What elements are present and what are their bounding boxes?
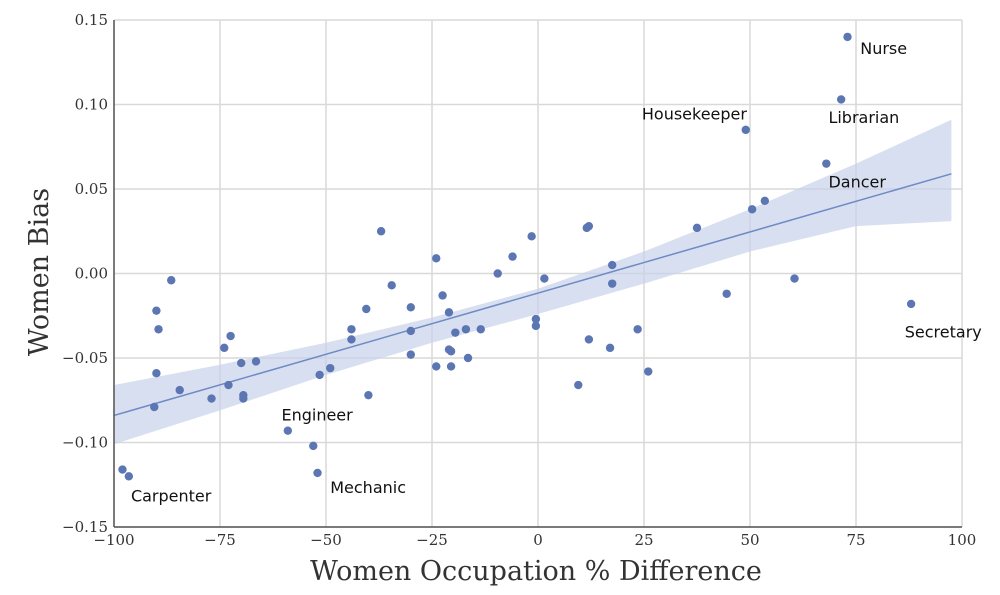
regression-line: [113, 173, 952, 417]
point-annotations: Nurse Librarian Housekeeper Dancer Secretary…: [131, 39, 982, 506]
data-point: [150, 402, 159, 412]
data-point: [438, 291, 447, 300]
data-point: [633, 325, 642, 334]
y-tick-label: 0.00: [75, 265, 108, 283]
data-point: [251, 357, 261, 366]
data-point: [347, 335, 356, 344]
data-point: [226, 331, 235, 341]
x-axis-title: Women Occupation % Difference: [310, 556, 762, 587]
x-tick-label: 100: [948, 531, 977, 549]
data-point: [315, 370, 324, 380]
data-point: [608, 279, 617, 288]
data-point: [326, 363, 335, 373]
data-point: [118, 465, 127, 474]
data-point: [175, 385, 184, 395]
y-tick-label: −0.05: [62, 349, 108, 367]
y-tick-label: 0.15: [75, 11, 108, 29]
y-tick-label: −0.10: [62, 434, 108, 452]
data-point: [362, 304, 371, 314]
data-point: [461, 325, 471, 334]
data-point: [760, 196, 770, 206]
data-point: [406, 326, 415, 336]
y-tick-label: −0.15: [62, 518, 108, 536]
data-point: [220, 343, 229, 353]
data-point: [747, 205, 757, 214]
data-point: [239, 394, 248, 403]
data-point: [283, 426, 293, 435]
data-point: [154, 325, 163, 334]
data-point: [347, 325, 356, 334]
data-point: [376, 227, 386, 236]
data-point: [152, 306, 161, 315]
data-point: [493, 269, 502, 278]
data-point: [531, 314, 541, 324]
data-point: [540, 274, 549, 283]
data-point: [692, 223, 702, 233]
data-point: [574, 380, 583, 390]
data-point: [722, 289, 731, 298]
x-tick-label: −75: [204, 531, 236, 549]
data-point: [822, 159, 831, 168]
annotation-label: Housekeeper: [642, 105, 748, 124]
plot-frame: [113, 20, 962, 528]
grid-lines: [113, 19, 963, 528]
data-point: [313, 468, 322, 478]
annotation-label: Dancer: [828, 172, 886, 191]
data-point: [152, 369, 161, 378]
data-point: [124, 472, 134, 481]
data-point: [432, 254, 441, 263]
data-point: [531, 321, 541, 331]
data-point: [508, 252, 517, 261]
x-tick-label: 25: [634, 531, 653, 549]
data-point: [527, 232, 536, 241]
data-point: [741, 125, 750, 135]
data-point: [432, 362, 441, 371]
data-point: [309, 441, 318, 451]
data-point: [446, 347, 456, 356]
annotation-label: Secretary: [905, 323, 982, 342]
annotation-label: Mechanic: [330, 478, 406, 497]
data-point: [476, 325, 485, 334]
y-tick-labels: −0.15 −0.10 −0.05 0.00 0.05 0.10 0.15: [62, 11, 108, 536]
annotation-label: Librarian: [828, 108, 899, 127]
data-point: [207, 394, 216, 403]
data-point: [584, 221, 594, 231]
data-point: [406, 303, 415, 312]
y-tick-label: 0.10: [75, 96, 108, 114]
data-point: [451, 328, 460, 337]
x-tick-label: 75: [846, 531, 865, 549]
annotation-label: Engineer: [281, 406, 353, 425]
data-point: [608, 260, 617, 270]
x-tick-label: −100: [93, 531, 134, 549]
data-point: [790, 274, 799, 283]
data-point: [406, 350, 415, 359]
data-point: [906, 299, 916, 309]
x-tick-label: 0: [533, 531, 543, 549]
confidence-band: [114, 119, 952, 445]
data-points: [118, 32, 916, 481]
data-point: [364, 390, 373, 400]
x-tick-label: −25: [416, 531, 448, 549]
data-point: [605, 343, 615, 353]
data-point: [237, 358, 246, 368]
data-point: [843, 32, 852, 42]
data-point: [444, 308, 454, 317]
data-point: [446, 362, 456, 371]
data-point: [167, 276, 176, 285]
data-point: [224, 380, 233, 390]
data-point: [387, 281, 396, 290]
data-point: [584, 335, 594, 344]
data-point: [463, 353, 473, 363]
annotation-label: Carpenter: [131, 487, 212, 506]
annotation-label: Nurse: [860, 39, 907, 58]
y-tick-label: 0.05: [75, 180, 108, 198]
x-tick-label: −50: [310, 531, 342, 549]
x-tick-labels: −100 −75 −50 −25 0 25 50 75 100: [93, 531, 976, 549]
x-tick-label: 50: [740, 531, 759, 549]
data-point: [836, 95, 846, 104]
y-axis-title: Women Bias: [24, 188, 55, 356]
data-point: [644, 367, 653, 376]
